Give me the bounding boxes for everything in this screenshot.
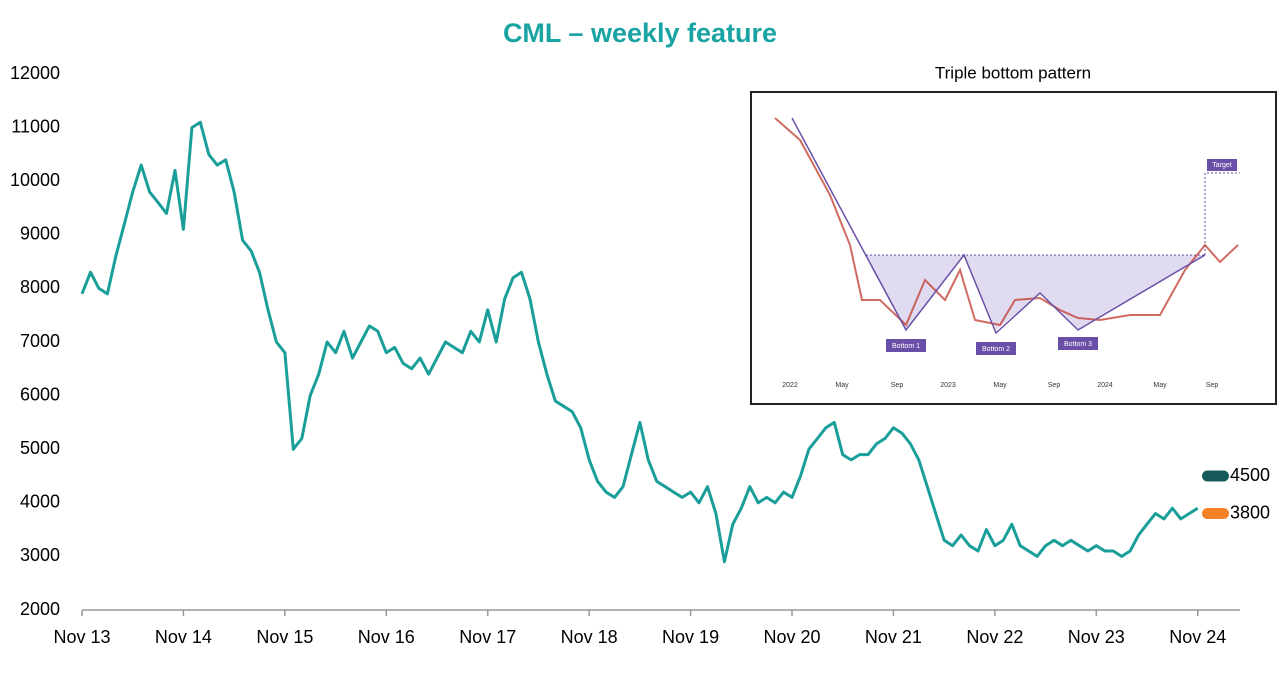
x-tick-label: Nov 17 bbox=[459, 627, 516, 647]
inset-price bbox=[774, 117, 1239, 327]
inset-axis-label: May bbox=[835, 382, 849, 389]
x-tick-label: Nov 19 bbox=[662, 627, 719, 647]
y-tick-label: 5000 bbox=[20, 438, 60, 458]
inset: Triple bottom pattern Bottom 1 Bottom 2 … bbox=[750, 63, 1277, 405]
x-tick-label: Nov 24 bbox=[1169, 627, 1226, 647]
y-tick-label: 8000 bbox=[20, 277, 60, 297]
chart-title: CML – weekly feature bbox=[503, 18, 777, 48]
pattern-label: Bottom 1 bbox=[892, 343, 920, 350]
target-marker bbox=[1202, 508, 1229, 520]
x-tick-label: Nov 21 bbox=[865, 627, 922, 647]
y-tick-label: 3000 bbox=[20, 545, 60, 565]
x-tick-label: Nov 14 bbox=[155, 627, 212, 647]
inset-axis-label: 2024 bbox=[1097, 382, 1113, 389]
target-line bbox=[1204, 172, 1240, 255]
pattern-label: Target bbox=[1212, 162, 1232, 169]
x-tick-label: Nov 18 bbox=[561, 627, 618, 647]
label-box bbox=[976, 342, 1016, 355]
y-tick-label: 11000 bbox=[11, 116, 60, 136]
y-tick-label: 7000 bbox=[20, 331, 60, 351]
inset-axis-label: 2023 bbox=[940, 382, 956, 389]
y-tick-label: 12000 bbox=[10, 63, 60, 83]
pattern-label: Bottom 2 bbox=[982, 346, 1010, 353]
y-tick-label: 4000 bbox=[20, 492, 60, 512]
label-box bbox=[886, 339, 926, 352]
label-box bbox=[1207, 159, 1237, 171]
pattern-line bbox=[791, 117, 1206, 335]
label-box bbox=[1058, 337, 1098, 350]
y-tick-label: 10000 bbox=[10, 170, 60, 190]
inset-axis-label: 2022 bbox=[782, 382, 798, 389]
y-tick-label: 9000 bbox=[20, 224, 60, 244]
inset-title: Triple bottom pattern bbox=[935, 63, 1091, 82]
inset-axis-label: Sep bbox=[1048, 382, 1061, 389]
pattern-area bbox=[866, 255, 1205, 330]
pattern-label: Bottom 3 bbox=[1064, 341, 1092, 348]
price-line bbox=[80, 120, 1199, 564]
y-tick-label: 6000 bbox=[20, 384, 60, 404]
x-tick-label: Nov 16 bbox=[358, 627, 415, 647]
inset-axis-label: Sep bbox=[1206, 382, 1219, 389]
x-tick-label: Nov 15 bbox=[256, 627, 313, 647]
x-tick-label: Nov 22 bbox=[966, 627, 1023, 647]
target-label: 4500 bbox=[1230, 465, 1270, 485]
y-tick-label: 2000 bbox=[20, 599, 60, 619]
inset-axis-label: Sep bbox=[891, 382, 904, 389]
inset-axis-label: May bbox=[1153, 382, 1167, 389]
inset-axis-label: May bbox=[993, 382, 1007, 389]
x-tick-label: Nov 23 bbox=[1068, 627, 1125, 647]
target-marker bbox=[1202, 470, 1229, 482]
x-tick-label: Nov 20 bbox=[763, 627, 820, 647]
inset-frame bbox=[750, 91, 1277, 405]
target-label: 3800 bbox=[1230, 502, 1270, 522]
x-tick-label: Nov 13 bbox=[53, 627, 110, 647]
